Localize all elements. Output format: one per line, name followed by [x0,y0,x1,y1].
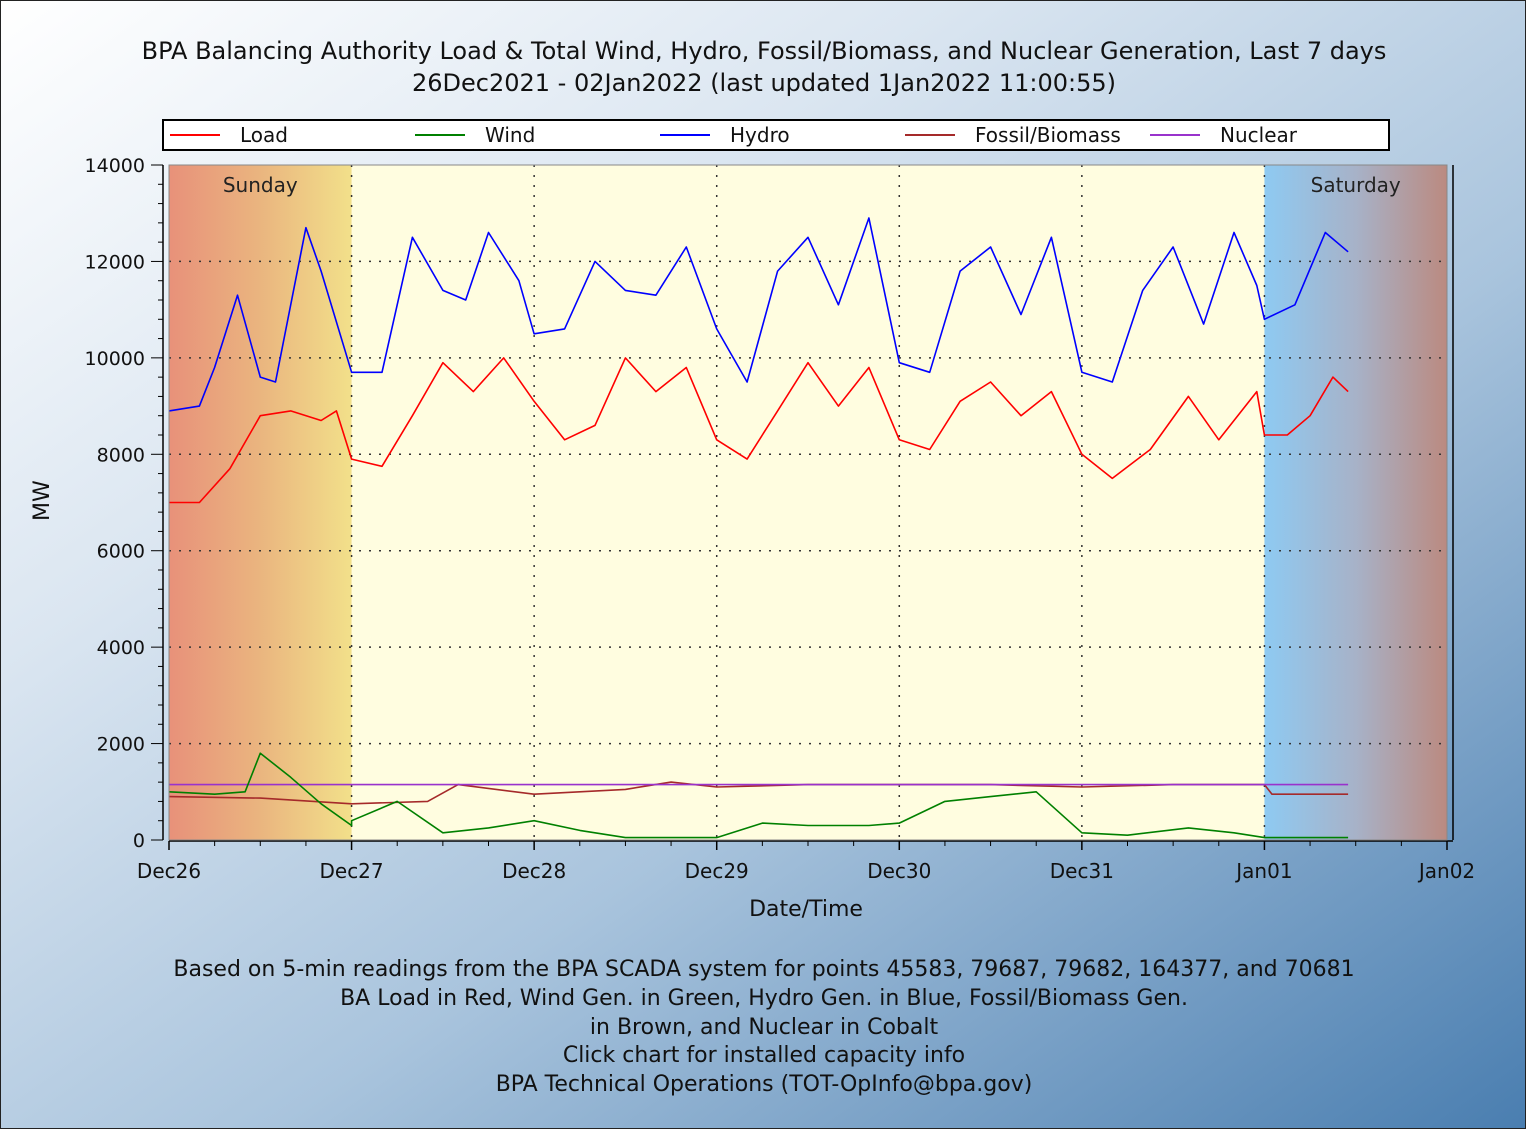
series-group [168,217,1349,839]
x-tick-label-dec31: Dec31 [1050,859,1114,883]
plot-background: Sunday Saturday [169,165,1447,840]
y-tick-label-14000: 14000 [85,155,145,177]
legend-label-hydro: Hydro [730,123,790,147]
legend-label-wind: Wind [485,123,536,147]
y-tick-label-12000: 12000 [85,251,145,273]
series-load [169,357,1349,504]
footer-line-3: in Brown, and Nuclear in Cobalt [589,1015,939,1040]
y-tick-label-10000: 10000 [85,348,145,370]
legend-label-nuclear: Nuclear [1220,123,1297,147]
chart-subtitle: 26Dec2021 - 02Jan2022 (last updated 1Jan… [411,69,1117,97]
legend-swatch-fossil [905,134,955,136]
legend-swatch-nuclear [1150,134,1200,136]
x-tick-label-jan02: Jan02 [1417,859,1475,883]
legend-label-fossil: Fossil/Biomass [975,123,1121,147]
legend: Load Wind Hydro Fossil/Biomass Nuclear [162,119,1390,151]
y-tick-label-4000: 4000 [97,637,145,659]
legend-item-fossil: Fossil/Biomass [905,121,1121,149]
legend-swatch-load [170,134,220,136]
axes: 0 2000 4000 6000 8000 10000 12000 14000 Dec26 Dec… [85,155,1476,883]
footer-line-4[interactable]: Click chart for installed capacity info [562,1043,966,1068]
legend-swatch-wind [415,134,465,136]
legend-label-load: Load [240,123,288,147]
legend-swatch-hydro [660,134,710,136]
x-axis-title: Date/Time [749,897,863,922]
legend-item-nuclear: Nuclear [1150,121,1297,149]
x-tick-label-dec27: Dec27 [319,859,383,883]
y-tick-label-2000: 2000 [97,734,145,756]
y-tick-label-8000: 8000 [97,444,145,466]
series-wind [168,752,1349,839]
saturday-label: Saturday [1311,173,1401,197]
legend-item-wind: Wind [415,121,535,149]
x-tick-label-jan01: Jan01 [1234,859,1292,883]
plot-border [168,164,1448,841]
sunday-label: Sunday [223,173,298,197]
saturday-band [1264,165,1447,840]
footer-line-2: BA Load in Red, Wind Gen. in Green, Hydr… [340,986,1188,1011]
y-axis-title: MW [30,480,55,521]
footer-line-1: Based on 5-min readings from the BPA SCA… [173,957,1355,982]
x-tick-label-dec26: Dec26 [137,859,201,883]
chart-title: BPA Balancing Authority Load & Total Win… [141,37,1387,65]
weekday-band [169,165,1447,840]
x-tick-label-dec28: Dec28 [502,859,566,883]
legend-item-hydro: Hydro [660,121,790,149]
series-hydro [168,217,1349,412]
legend-item-load: Load [170,121,288,149]
x-tick-label-dec30: Dec30 [867,859,931,883]
y-tick-label-6000: 6000 [97,541,145,563]
x-tick-label-dec29: Dec29 [685,859,749,883]
footer-line-5[interactable]: BPA Technical Operations (TOT-OpInfo@bpa… [495,1072,1033,1097]
y-tick-label-0: 0 [133,830,145,852]
